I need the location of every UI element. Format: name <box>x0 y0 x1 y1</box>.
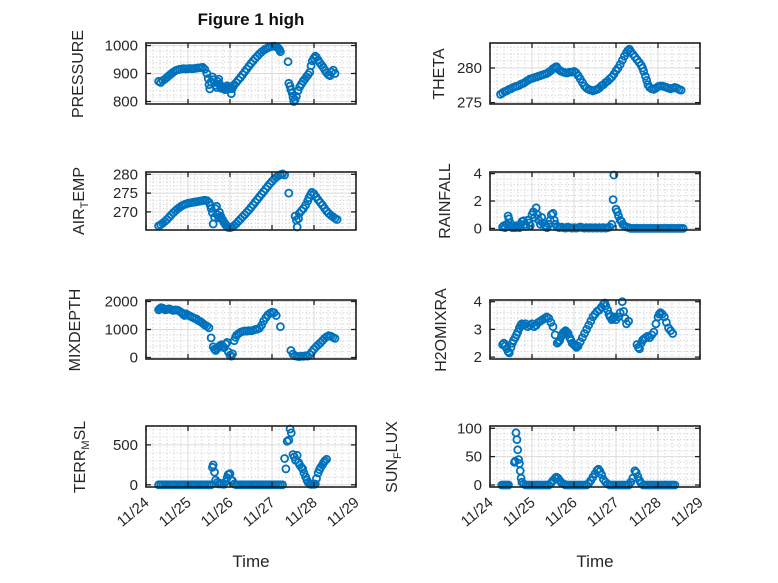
subplot-pressure: 800 900 1000 <box>105 38 357 111</box>
scatter-points-air_temp <box>154 169 342 233</box>
x-tick-label: 11/24 <box>458 494 497 530</box>
y-tick-label: 100 <box>457 420 482 437</box>
minor-grid <box>146 426 356 487</box>
scatter-points-terr_msl <box>154 424 332 490</box>
subplot-sun_flux: 0 50 100 11/24 11/25 11/26 11/27 11/28 11/29 <box>457 420 707 530</box>
subplot-mixdepth: 0 1000 2000 <box>105 294 357 367</box>
tick-marks <box>489 172 701 230</box>
ylabel-sun_flux: SUNFLUX <box>384 420 404 493</box>
tick-marks <box>489 426 701 487</box>
y-tick-label: 800 <box>113 94 138 111</box>
x-tick-label: 11/25 <box>500 494 539 530</box>
scatter-points-pressure <box>154 41 340 106</box>
tick-marks <box>489 43 701 104</box>
y-tick-label: 275 <box>457 95 482 112</box>
axes-box <box>489 42 701 105</box>
x-tick-label: 11/28 <box>626 494 665 530</box>
figure-title: Figure 1 high <box>197 10 305 29</box>
y-tick-label: 1000 <box>105 322 138 339</box>
scatter-points-h2omixra <box>498 297 678 358</box>
tick-marks <box>145 43 357 104</box>
scatter-points-mixdepth <box>154 303 340 362</box>
major-grid <box>490 43 700 104</box>
y-tick-label: 2 <box>474 193 482 210</box>
tick-marks <box>145 172 357 230</box>
tick-marks <box>145 426 357 487</box>
x-tick-label: 11/26 <box>198 494 237 530</box>
ylabel-h2omixra: H2OMIXRA <box>433 287 450 372</box>
tick-marks <box>145 300 357 359</box>
x-tick-label: 11/29 <box>324 494 363 530</box>
subplot-terr_msl: 0 500 11/24 11/25 11/26 11/27 11/28 11/29 <box>113 424 363 530</box>
y-tick-label: 0 <box>130 477 138 494</box>
y-tick-label: 280 <box>457 60 482 77</box>
minor-grid <box>490 43 700 104</box>
x-tick-label: 11/27 <box>584 494 623 530</box>
y-tick-label: 0 <box>474 220 482 237</box>
y-tick-label: 3 <box>474 321 482 338</box>
subplot-rainfall: 0 2 4 <box>474 166 701 237</box>
y-tick-label: 50 <box>465 449 482 466</box>
y-tick-label: 4 <box>474 166 482 183</box>
xlabel-time-right: Time <box>576 552 614 571</box>
y-tick-label: 0 <box>474 477 482 494</box>
x-tick-label: 11/26 <box>542 494 581 530</box>
subplot-theta: 275 280 <box>457 42 701 112</box>
axes-box <box>145 425 357 488</box>
x-tick-label: 11/25 <box>156 494 195 530</box>
x-tick-label: 11/29 <box>668 494 707 530</box>
y-tick-label: 280 <box>113 166 138 183</box>
scatter-points-rainfall <box>498 170 688 233</box>
y-tick-label: 4 <box>474 294 482 311</box>
x-tick-label: 11/24 <box>114 494 153 530</box>
y-tick-label: 0 <box>130 350 138 367</box>
ylabel-terr_msl: TERRMSL <box>72 420 92 493</box>
x-tick-label: 11/27 <box>240 494 279 530</box>
y-tick-label: 900 <box>113 66 138 83</box>
x-tick-label: 11/28 <box>282 494 321 530</box>
y-tick-label: 270 <box>113 204 138 221</box>
y-tick-label: 2000 <box>105 294 138 311</box>
y-tick-label: 275 <box>113 185 138 202</box>
y-tick-label: 500 <box>113 437 138 454</box>
axes-box <box>145 171 357 231</box>
major-grid <box>146 43 356 104</box>
subplot-h2omixra: 2 3 4 <box>474 294 701 366</box>
subplot-air_temp: 270 275 280 <box>113 166 357 233</box>
xlabel-time-left: Time <box>232 552 270 571</box>
y-tick-label: 2 <box>474 349 482 366</box>
scatter-points-theta <box>496 44 686 99</box>
y-tick-label: 1000 <box>105 38 138 55</box>
tick-marks <box>489 300 701 359</box>
scatter-points-sun_flux <box>497 428 680 490</box>
